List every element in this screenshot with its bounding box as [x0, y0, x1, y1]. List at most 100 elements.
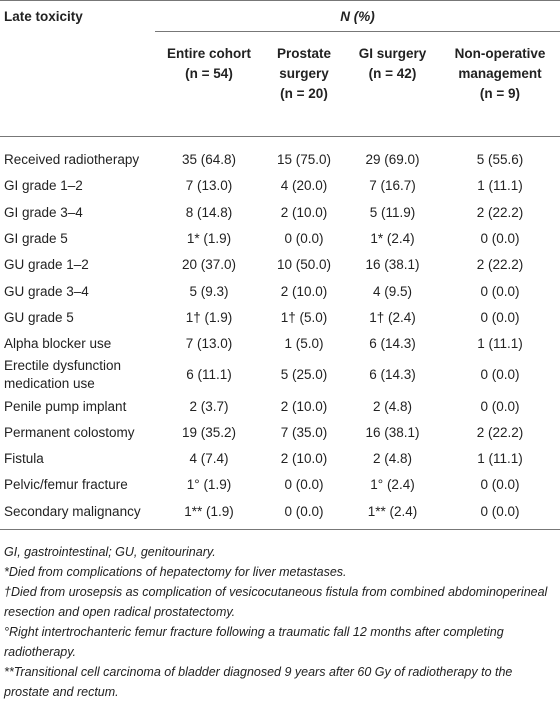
- cell: 4 (20.0): [280, 178, 328, 194]
- cell: 7 (16.7): [369, 178, 416, 194]
- row-label: GI grade 5: [4, 231, 68, 247]
- cell: 0 (0.0): [284, 231, 324, 247]
- cell: 0 (0.0): [480, 477, 520, 493]
- column-n: (n = 9): [479, 86, 521, 101]
- cell: 19 (35.2): [181, 424, 237, 440]
- row-label: Received radiotherapy: [4, 152, 140, 168]
- column-header: Entire cohort (n = 54): [155, 31, 263, 137]
- cell: 1 (5.0): [284, 336, 324, 352]
- cell: 5 (11.9): [369, 204, 416, 220]
- column-header: Non-operative management (n = 9): [440, 31, 560, 137]
- row-label: Penile pump implant: [4, 398, 127, 414]
- column-n: (n = 42): [368, 66, 417, 81]
- cell: 35 (64.8): [181, 152, 237, 168]
- cell: 2 (10.0): [280, 451, 328, 467]
- group-header: N (%): [155, 0, 560, 32]
- cell: 5 (9.3): [189, 283, 229, 299]
- table-row: Permanent colostomy 19 (35.2) 7 (35.0) 16 (…: [0, 420, 560, 446]
- cell: 1° (1.9): [186, 477, 232, 493]
- cell: 1 (11.1): [477, 451, 523, 467]
- cell: 0 (0.0): [480, 309, 520, 325]
- cell: 4 (9.5): [372, 283, 413, 299]
- table-row: Received radiotherapy 35 (64.8) 15 (75.0) 2…: [0, 137, 560, 174]
- cell: 2 (10.0): [280, 398, 328, 414]
- cell: 2 (10.0): [280, 283, 328, 299]
- cell: 7 (13.0): [185, 336, 233, 352]
- row-label: Fistula: [4, 451, 44, 467]
- cell: 2 (22.2): [476, 424, 524, 440]
- row-label: Secondary malignancy: [0, 498, 155, 530]
- column-n: (n = 20): [280, 86, 328, 101]
- cell: 7 (35.0): [280, 424, 328, 440]
- row-label: Erectile dysfunction medication use: [4, 358, 122, 392]
- cell: 15 (75.0): [276, 152, 332, 168]
- cell: 6 (11.1): [186, 367, 232, 383]
- cell: 1° (2.4): [370, 477, 415, 493]
- cell: 2 (4.8): [372, 398, 413, 414]
- cell: 6 (14.3): [369, 367, 416, 383]
- row-label: GI grade 3–4: [4, 204, 83, 220]
- cell: 2 (22.2): [476, 204, 524, 220]
- footnote: GI, gastrointestinal; GU, genitourinary.: [4, 544, 216, 559]
- corner-header: Late toxicity: [4, 8, 83, 24]
- cell: 2 (22.2): [476, 257, 524, 273]
- table-row: GI grade 5 1* (1.9) 0 (0.0) 1* (2.4) 0 (0.0): [0, 226, 560, 252]
- blank-header: [0, 31, 155, 137]
- footnote: **Transitional cell carcinoma of bladder…: [4, 664, 513, 699]
- cell: 4 (7.4): [189, 451, 229, 467]
- cell: 5 (55.6): [476, 152, 524, 168]
- column-header: GI surgery (n = 42): [345, 31, 440, 137]
- table-row: Penile pump implant 2 (3.7) 2 (10.0) 2 (4.8…: [0, 393, 560, 419]
- cell: 7 (13.0): [185, 178, 233, 194]
- cell: 20 (37.0): [181, 257, 237, 273]
- cell: 2 (3.7): [189, 398, 229, 414]
- row-label: GU grade 5: [4, 309, 74, 325]
- table-row: Erectile dysfunction medication use 6 (11…: [0, 357, 560, 393]
- cell: 1* (2.4): [370, 231, 415, 247]
- cell: 16 (38.1): [365, 257, 420, 273]
- table-row: GI grade 1–2 7 (13.0) 4 (20.0) 7 (16.7) 1 (1…: [0, 173, 560, 199]
- table-row: Secondary malignancy 1** (1.9) 0 (0.0) 1** …: [0, 498, 560, 530]
- cell: 10 (50.0): [276, 257, 332, 273]
- row-label: Permanent colostomy: [4, 424, 135, 440]
- cell: 29 (69.0): [365, 152, 420, 168]
- cell: 1 (11.1): [477, 178, 523, 194]
- table-row: Pelvic/femur fracture 1° (1.9) 0 (0.0) 1° (…: [0, 472, 560, 498]
- cell: 6 (14.3): [369, 336, 416, 352]
- cell: 8 (14.8): [185, 204, 233, 220]
- cell: 2 (10.0): [280, 204, 328, 220]
- column-name: Entire cohort: [166, 46, 251, 61]
- column-n: (n = 54): [185, 66, 233, 81]
- cell: 1† (5.0): [280, 309, 328, 325]
- table-row: GI grade 3–4 8 (14.8) 2 (10.0) 5 (11.9) 2 (2…: [0, 200, 560, 226]
- cell: 1† (1.9): [185, 309, 233, 325]
- cell: 0 (0.0): [480, 283, 520, 299]
- table-row: GU grade 1–2 20 (37.0) 10 (50.0) 16 (38.1) 2…: [0, 252, 560, 278]
- row-label: Pelvic/femur fracture: [4, 477, 128, 493]
- cell: 0 (0.0): [480, 367, 520, 383]
- cell: 1** (1.9): [155, 498, 263, 530]
- column-header: Prostate surgery (n = 20): [263, 31, 345, 137]
- cell: 5 (25.0): [280, 367, 328, 383]
- footnote: *Died from complications of hepatectomy …: [4, 564, 347, 579]
- column-name: Prostate surgery: [276, 46, 332, 81]
- cell: 1 (11.1): [477, 336, 523, 352]
- table-head: Late toxicity N (%) Entire cohort (n = 54…: [0, 0, 560, 137]
- toxicity-table: Late toxicity N (%) Entire cohort (n = 54…: [0, 0, 560, 530]
- table-row: Alpha blocker use 7 (13.0) 1 (5.0) 6 (14.3)…: [0, 331, 560, 357]
- cell: 0 (0.0): [263, 498, 345, 530]
- table-body: Received radiotherapy 35 (64.8) 15 (75.0) 2…: [0, 137, 560, 530]
- footnote: °Right intertrochanteric femur fracture …: [4, 624, 504, 659]
- cell: 16 (38.1): [365, 424, 420, 440]
- footnote: †Died from urosepsis as complication of …: [4, 584, 548, 619]
- cell: 1** (2.4): [345, 498, 440, 530]
- table-row: Fistula 4 (7.4) 2 (10.0) 2 (4.8) 1 (11.1): [0, 446, 560, 472]
- cell: 1* (1.9): [186, 231, 232, 247]
- cell: 0 (0.0): [440, 498, 560, 530]
- footnotes: GI, gastrointestinal; GU, genitourinary.…: [0, 530, 560, 702]
- row-label: Alpha blocker use: [4, 336, 112, 352]
- row-label: GU grade 1–2: [4, 257, 89, 273]
- cell: 1† (2.4): [369, 309, 416, 325]
- table-row: GU grade 5 1† (1.9) 1† (5.0) 1† (2.4) 0 (0.0…: [0, 305, 560, 331]
